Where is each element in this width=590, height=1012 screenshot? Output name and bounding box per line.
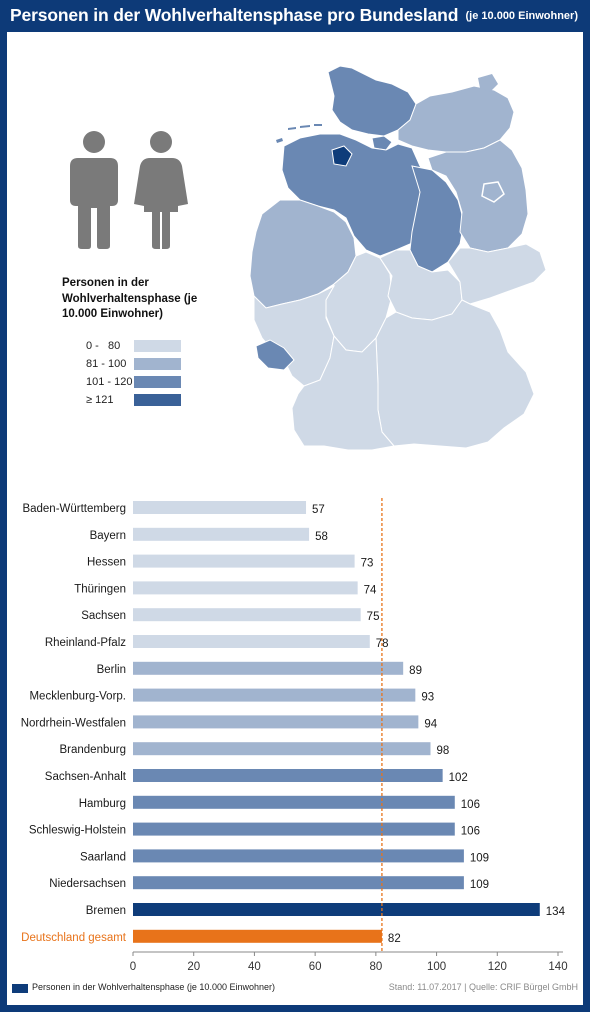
x-tick-label: 20: [187, 961, 200, 973]
value-label: 75: [367, 611, 380, 623]
category-label: Nordrhein-Westfalen: [21, 717, 126, 729]
bar: [133, 554, 355, 568]
bar: [133, 929, 382, 943]
value-label: 57: [312, 504, 325, 516]
value-label: 94: [424, 718, 437, 730]
value-label: 82: [388, 933, 401, 945]
category-label: Thüringen: [74, 583, 126, 595]
category-label: Bremen: [86, 905, 126, 917]
value-label: 58: [315, 531, 328, 543]
bar: [133, 822, 455, 836]
x-tick-label: 100: [427, 961, 446, 973]
bar: [133, 903, 540, 916]
value-label: 73: [361, 558, 374, 570]
category-label: Hamburg: [79, 798, 126, 810]
x-tick-label: 80: [369, 961, 382, 973]
map-region-hamburg: [371, 135, 393, 151]
map-region-bayern: [375, 299, 535, 449]
map-region-baden-wuerttemberg: [291, 334, 395, 451]
bar: [133, 715, 419, 729]
map-region-sachsen: [447, 243, 547, 305]
category-label: Deutschland gesamt: [21, 932, 127, 944]
bar: [133, 876, 464, 890]
value-label: 74: [364, 584, 377, 596]
value-label: 89: [409, 665, 422, 677]
frame-border-right: [583, 0, 590, 1012]
category-label: Hessen: [87, 557, 126, 569]
value-label: 134: [546, 906, 566, 918]
male-figure-icon: [70, 131, 118, 249]
legend-item-label: 0 - 80: [86, 340, 121, 352]
value-label: 106: [461, 826, 480, 838]
bar: [133, 742, 431, 756]
legend-item-swatch: [134, 358, 181, 370]
bar: [133, 795, 455, 809]
legend-item-label: 101 - 120: [86, 376, 133, 388]
map-island-ruegen: [478, 74, 498, 92]
map-islands: [276, 124, 322, 143]
category-label: Niedersachsen: [49, 878, 126, 890]
category-label: Bayern: [90, 530, 126, 542]
title-bar: Personen in der Wohlverhaltensphase pro …: [0, 0, 590, 32]
value-label: 102: [449, 772, 468, 784]
footer-series-label: Personen in der Wohlverhaltensphase (je …: [32, 982, 275, 992]
value-label: 109: [470, 879, 489, 891]
legend-item-swatch: [134, 376, 181, 388]
value-label: 109: [470, 852, 489, 864]
chart-subtitle: (je 10.000 Einwohner): [465, 10, 578, 22]
bar: [133, 608, 361, 622]
category-label: Baden-Württemberg: [22, 503, 126, 515]
legend-title: Personen in der Wohlverhaltensphase (je …: [62, 277, 198, 320]
category-label: Saarland: [80, 851, 126, 863]
x-tick-label: 140: [548, 961, 567, 973]
x-tick-label: 40: [248, 961, 261, 973]
bar: [133, 635, 370, 648]
bar: [133, 661, 404, 675]
frame-border-left: [0, 0, 7, 1012]
legend-item-swatch: [134, 340, 181, 352]
category-label: Rheinland-Pfalz: [45, 637, 126, 649]
map-region-bremen: [331, 145, 353, 167]
legend-item-label: 81 - 100: [86, 358, 127, 370]
bar: [133, 688, 416, 702]
value-label: 93: [421, 692, 434, 704]
map-region-sachsen-anhalt: [409, 165, 465, 273]
map-region-berlin: [481, 181, 505, 203]
chart-title: Personen in der Wohlverhaltensphase pro …: [10, 5, 459, 25]
value-label: 98: [437, 745, 450, 757]
category-label: Berlin: [97, 664, 126, 676]
x-tick-label: 60: [309, 961, 322, 973]
legend-item-label: ≥ 121: [86, 394, 114, 406]
category-label: Sachsen-Anhalt: [45, 771, 127, 783]
female-figure-icon: [134, 131, 188, 249]
bar-chart: Baden-Württemberg 57 Bayern 58 Hessen 73 Thüri…: [21, 498, 568, 973]
category-label: Schleswig-Holstein: [29, 825, 126, 837]
bar: [133, 527, 310, 541]
footer-series-swatch: [12, 984, 28, 993]
category-label: Brandenburg: [60, 744, 127, 756]
category-label: Sachsen: [81, 610, 126, 622]
bar: [133, 581, 358, 595]
value-label: 106: [461, 799, 480, 811]
bar: [133, 501, 307, 514]
frame-border-bottom: [0, 1005, 590, 1012]
category-label: Mecklenburg-Vorp.: [29, 691, 126, 703]
legend-item-swatch: [134, 394, 181, 406]
bar: [133, 769, 443, 782]
bar: [133, 849, 464, 863]
footer-source: Stand: 11.07.2017 | Quelle: CRIF Bürgel …: [388, 982, 578, 992]
x-tick-label: 0: [130, 961, 136, 973]
map-region-saarland: [255, 339, 295, 371]
x-tick-label: 120: [488, 961, 507, 973]
